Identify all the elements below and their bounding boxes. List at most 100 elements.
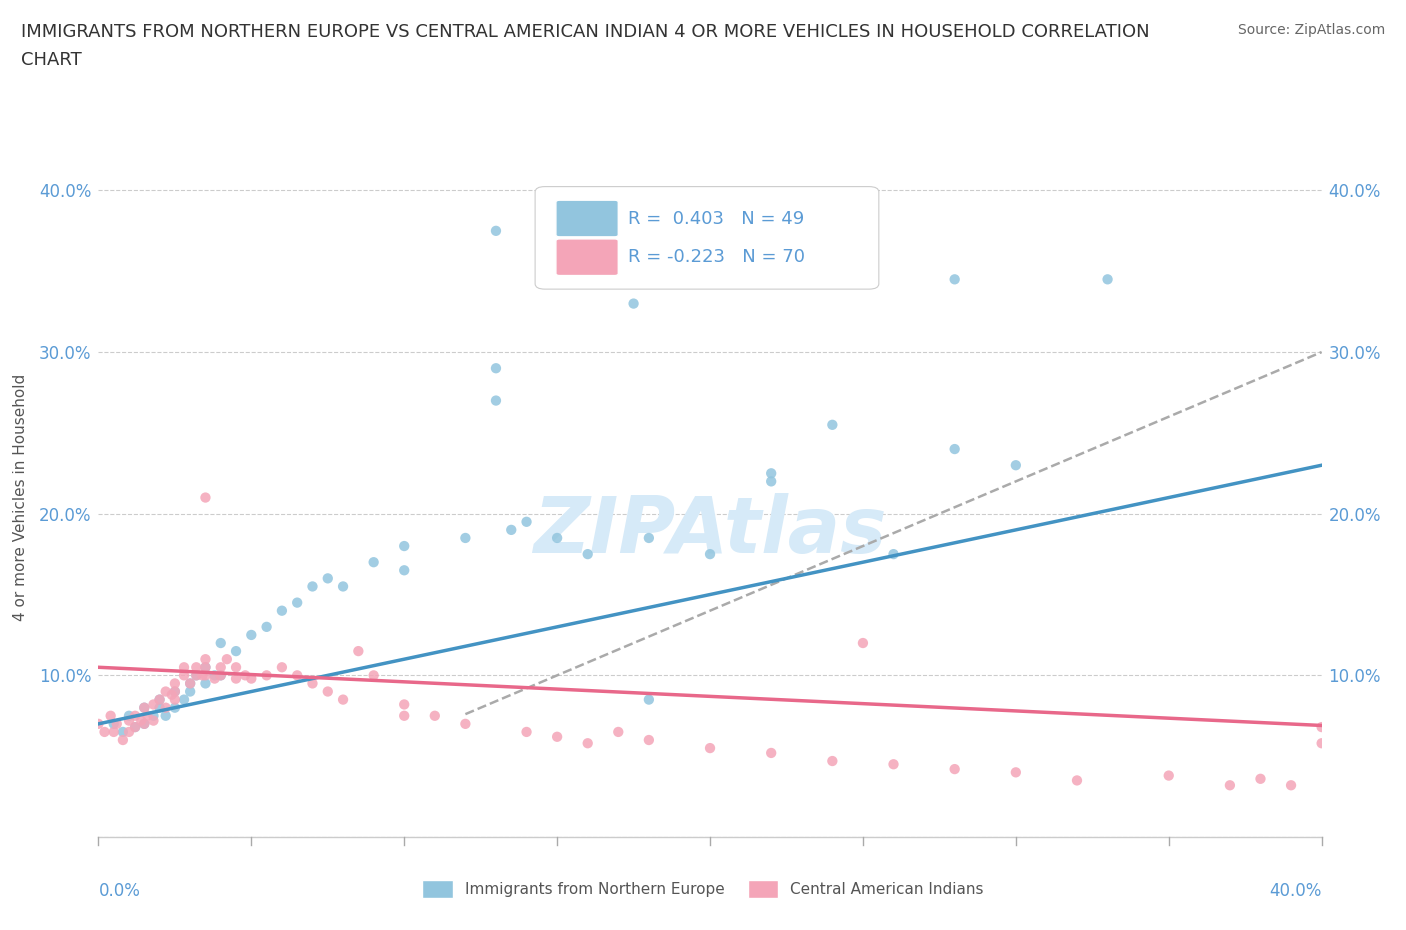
Point: [485, 361, 508, 376]
Point: [1279, 777, 1302, 792]
Point: [392, 709, 416, 724]
Point: [173, 660, 195, 675]
Point: [173, 692, 195, 707]
Point: [194, 676, 217, 691]
Point: [118, 713, 141, 728]
Point: [233, 668, 256, 683]
Point: [111, 724, 134, 739]
Point: [1004, 458, 1026, 472]
Point: [194, 490, 217, 505]
Point: [637, 733, 661, 748]
Point: [142, 697, 165, 711]
Point: [149, 692, 172, 707]
FancyBboxPatch shape: [555, 239, 619, 275]
Point: [142, 713, 165, 728]
Point: [607, 724, 630, 739]
FancyBboxPatch shape: [536, 187, 879, 289]
Point: [134, 700, 156, 715]
Point: [485, 393, 508, 408]
Point: [1157, 768, 1180, 783]
Point: [163, 684, 186, 699]
Point: [124, 720, 146, 735]
Point: [516, 724, 538, 739]
Point: [240, 671, 263, 686]
Point: [759, 474, 782, 489]
Point: [363, 668, 385, 683]
Point: [225, 644, 247, 658]
Point: [1004, 764, 1026, 779]
Point: [163, 676, 186, 691]
Legend: Immigrants from Northern Europe, Central American Indians: Immigrants from Northern Europe, Central…: [416, 874, 990, 904]
Point: [194, 652, 217, 667]
Text: 40.0%: 40.0%: [1270, 883, 1322, 900]
Point: [225, 671, 247, 686]
Point: [225, 660, 247, 675]
Point: [623, 296, 645, 311]
Point: [194, 660, 217, 675]
Point: [1310, 720, 1333, 735]
Point: [454, 530, 477, 545]
Text: Source: ZipAtlas.com: Source: ZipAtlas.com: [1237, 23, 1385, 37]
Point: [943, 442, 966, 457]
Point: [111, 733, 134, 748]
Text: R =  0.403   N = 49: R = 0.403 N = 49: [628, 209, 804, 228]
Text: IMMIGRANTS FROM NORTHERN EUROPE VS CENTRAL AMERICAN INDIAN 4 OR MORE VEHICLES IN: IMMIGRANTS FROM NORTHERN EUROPE VS CENTR…: [21, 23, 1150, 41]
Point: [105, 716, 128, 731]
Point: [637, 692, 661, 707]
Point: [1310, 736, 1333, 751]
Point: [699, 740, 721, 755]
Point: [301, 579, 323, 594]
Point: [316, 571, 339, 586]
Point: [454, 716, 477, 731]
Point: [186, 660, 208, 675]
FancyBboxPatch shape: [555, 200, 619, 237]
Point: [142, 709, 165, 724]
Point: [163, 692, 186, 707]
Point: [943, 272, 966, 286]
Point: [194, 668, 217, 683]
Point: [392, 697, 416, 711]
Point: [149, 700, 172, 715]
Text: 0.0%: 0.0%: [98, 883, 141, 900]
Point: [1219, 777, 1241, 792]
Point: [943, 762, 966, 777]
Point: [103, 724, 125, 739]
Point: [1097, 272, 1119, 286]
Point: [87, 716, 110, 731]
Point: [118, 709, 141, 724]
Point: [204, 671, 226, 686]
Point: [1249, 771, 1271, 786]
Point: [134, 716, 156, 731]
Point: [699, 547, 721, 562]
Point: [576, 547, 599, 562]
Point: [93, 724, 115, 739]
Point: [332, 579, 354, 594]
Point: [852, 635, 875, 650]
Y-axis label: 4 or more Vehicles in Household: 4 or more Vehicles in Household: [13, 374, 28, 621]
Text: CHART: CHART: [21, 51, 82, 69]
Point: [485, 223, 508, 238]
Point: [821, 418, 844, 432]
Point: [186, 668, 208, 683]
Point: [270, 604, 292, 618]
Point: [256, 668, 278, 683]
Point: [332, 692, 354, 707]
Point: [179, 676, 201, 691]
Point: [516, 514, 538, 529]
Point: [155, 700, 177, 715]
Point: [883, 547, 905, 562]
Point: [118, 724, 141, 739]
Point: [209, 660, 232, 675]
Point: [173, 668, 195, 683]
Point: [179, 684, 201, 699]
Point: [347, 644, 370, 658]
Point: [100, 709, 122, 724]
Point: [103, 716, 125, 731]
Point: [392, 563, 416, 578]
Point: [546, 729, 568, 744]
Point: [256, 619, 278, 634]
Point: [209, 635, 232, 650]
Point: [186, 668, 208, 683]
Point: [191, 668, 214, 683]
Point: [124, 709, 146, 724]
